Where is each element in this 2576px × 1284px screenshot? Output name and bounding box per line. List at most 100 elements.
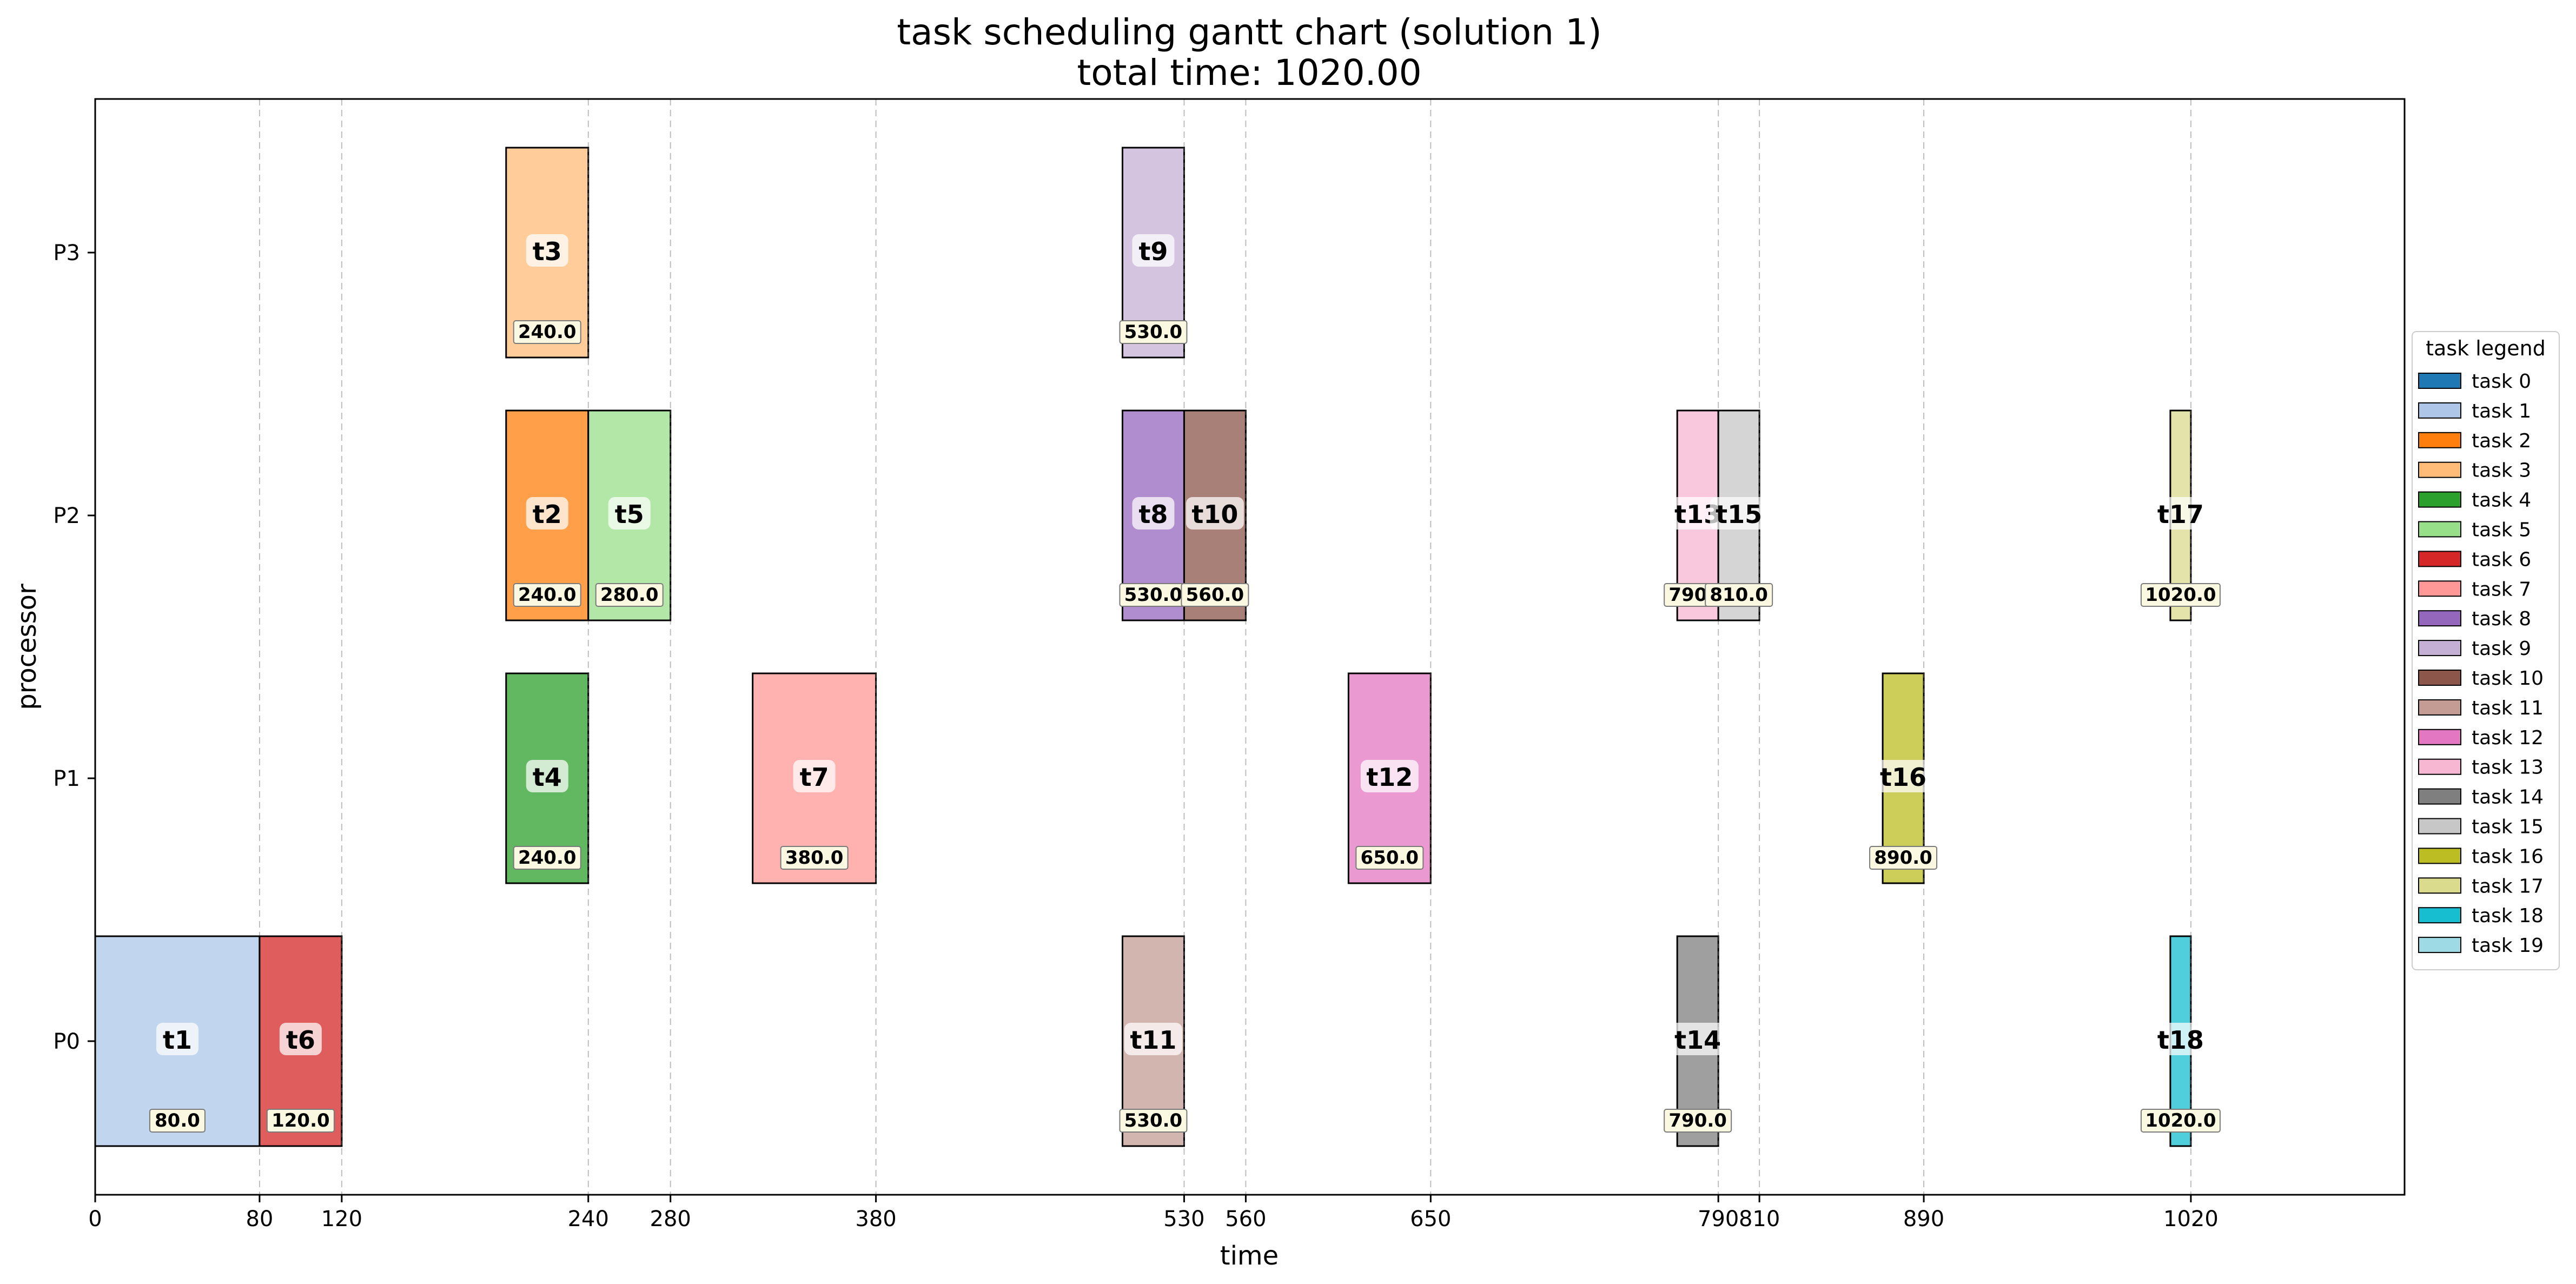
task-label-box — [2151, 497, 2210, 530]
end-time-label: 240.0 — [518, 321, 577, 343]
legend-swatch — [2418, 729, 2461, 745]
task-label: t10 — [1191, 500, 1238, 529]
legend-swatch — [2418, 670, 2461, 686]
end-time-box — [2140, 583, 2221, 607]
x-tick-label: 380 — [855, 1207, 896, 1232]
end-time-box — [513, 320, 581, 344]
task-label: t17 — [2157, 500, 2204, 529]
end-time-label: 280.0 — [600, 584, 659, 606]
legend-entry-label: task 3 — [2472, 460, 2531, 482]
legend-entry-label: task 14 — [2472, 786, 2544, 809]
end-time-label: 1020.0 — [2145, 1110, 2216, 1131]
legend-title: task legend — [2426, 336, 2546, 360]
task-label: t7 — [800, 763, 829, 792]
legend-entry-label: task 18 — [2472, 905, 2544, 927]
task-label: t16 — [1880, 763, 1926, 792]
end-time-box — [513, 846, 581, 870]
x-tick-label: 790 — [1698, 1207, 1739, 1232]
legend-swatch — [2418, 491, 2461, 508]
plot-frame — [94, 98, 2406, 1196]
legend-swatch — [2418, 848, 2461, 864]
task-label-box — [1874, 760, 1932, 792]
end-time-label: 120.0 — [271, 1110, 330, 1131]
legend-swatch — [2418, 373, 2461, 389]
x-tick-label: 120 — [321, 1207, 362, 1232]
task-label: t12 — [1366, 763, 1413, 792]
end-time-label: 530.0 — [1124, 321, 1183, 343]
legend-swatch — [2418, 402, 2461, 419]
legend-entry-label: task 2 — [2472, 430, 2531, 452]
x-tick-label: 810 — [1739, 1207, 1780, 1232]
x-axis-ticks: 0 80 120 240 280 380 530 560 650 790 810 890 1020 — [88, 1195, 2219, 1232]
x-tick-label: 280 — [650, 1207, 691, 1232]
legend-entry-label: task 17 — [2472, 875, 2544, 897]
legend-entry-label: task 12 — [2472, 727, 2544, 749]
end-time-label: 240.0 — [518, 584, 577, 606]
legend-entry-label: task 19 — [2472, 935, 2544, 957]
task-label: t3 — [533, 237, 562, 266]
end-time-label: 1020.0 — [2145, 584, 2216, 606]
x-tick-label: 530 — [1163, 1207, 1204, 1232]
legend-entry-label: task 10 — [2472, 667, 2544, 690]
legend-swatch — [2418, 551, 2461, 567]
legend-swatch — [2418, 432, 2461, 448]
task-label: t1 — [163, 1025, 192, 1055]
legend-swatch — [2418, 521, 2461, 538]
end-time-box — [595, 583, 664, 607]
legend-entry-label: task 4 — [2472, 489, 2531, 512]
end-time-box — [149, 1109, 206, 1133]
end-time-label: 530.0 — [1124, 1110, 1183, 1131]
end-time-label: 380.0 — [785, 847, 844, 869]
legend-entry-label: task 0 — [2472, 370, 2531, 393]
end-time-box — [780, 846, 849, 870]
legend-swatch — [2418, 758, 2461, 775]
legend-entry-label: task 9 — [2472, 638, 2531, 660]
y-tick-label: P2 — [53, 504, 80, 528]
end-time-label: 790.0 — [1668, 1110, 1727, 1131]
chart-subtitle: total time: 1020.00 — [1077, 52, 1421, 94]
task-label: t11 — [1130, 1025, 1176, 1055]
x-tick-label: 650 — [1410, 1207, 1451, 1232]
x-tick-label: 1020 — [2163, 1207, 2219, 1232]
legend-swatch — [2418, 580, 2461, 597]
y-tick-label: P0 — [53, 1029, 80, 1054]
legend-swatch — [2418, 461, 2461, 478]
legend-entry-label: task 8 — [2472, 608, 2531, 630]
legend-swatch — [2418, 818, 2461, 835]
legend-swatch — [2418, 788, 2461, 805]
legend-entry-label: task 15 — [2472, 816, 2544, 838]
y-tick-label: P3 — [53, 241, 80, 266]
task-label-box — [156, 1023, 198, 1055]
task-label-box — [1124, 1023, 1182, 1055]
legend-entry-label: task 16 — [2472, 845, 2544, 868]
y-axis-ticks: P0 P1 P2 P3 — [53, 241, 95, 1054]
x-tick-label: 240 — [568, 1207, 609, 1232]
end-time-label: 560.0 — [1186, 584, 1244, 606]
task-label-box — [793, 760, 836, 792]
end-time-label: 80.0 — [155, 1110, 200, 1131]
task-label-box — [1710, 497, 1768, 530]
chart-title: task scheduling gantt chart (solution 1) — [897, 11, 1601, 53]
end-time-box — [266, 1109, 335, 1133]
x-tick-label: 560 — [1225, 1207, 1266, 1232]
task-label: t15 — [1716, 500, 1762, 529]
task-label-box — [1132, 497, 1175, 530]
legend-frame — [2412, 331, 2560, 970]
legend-swatch — [2418, 699, 2461, 716]
end-time-box — [1664, 1109, 1732, 1133]
task-bars: t1 80.0 t6 120.0 t11 530.0 t14 790.0 t18 1020.0 t4… — [94, 147, 2221, 1147]
task-label: t2 — [533, 500, 562, 529]
legend-entry-label: task 13 — [2472, 757, 2544, 779]
task-label: t18 — [2157, 1025, 2204, 1055]
task-label: t14 — [1674, 1025, 1721, 1055]
task-label-box — [279, 1023, 322, 1055]
legend: task legend task 0 task 1 task 2 task 3 task … — [2412, 331, 2560, 970]
x-tick-label: 890 — [1903, 1207, 1944, 1232]
task-label-box — [526, 760, 568, 792]
task-label-box — [526, 234, 568, 267]
x-axis-label: time — [1220, 1241, 1279, 1271]
end-time-box — [1181, 583, 1249, 607]
y-tick-label: P1 — [53, 766, 80, 791]
end-time-box — [1705, 583, 1773, 607]
